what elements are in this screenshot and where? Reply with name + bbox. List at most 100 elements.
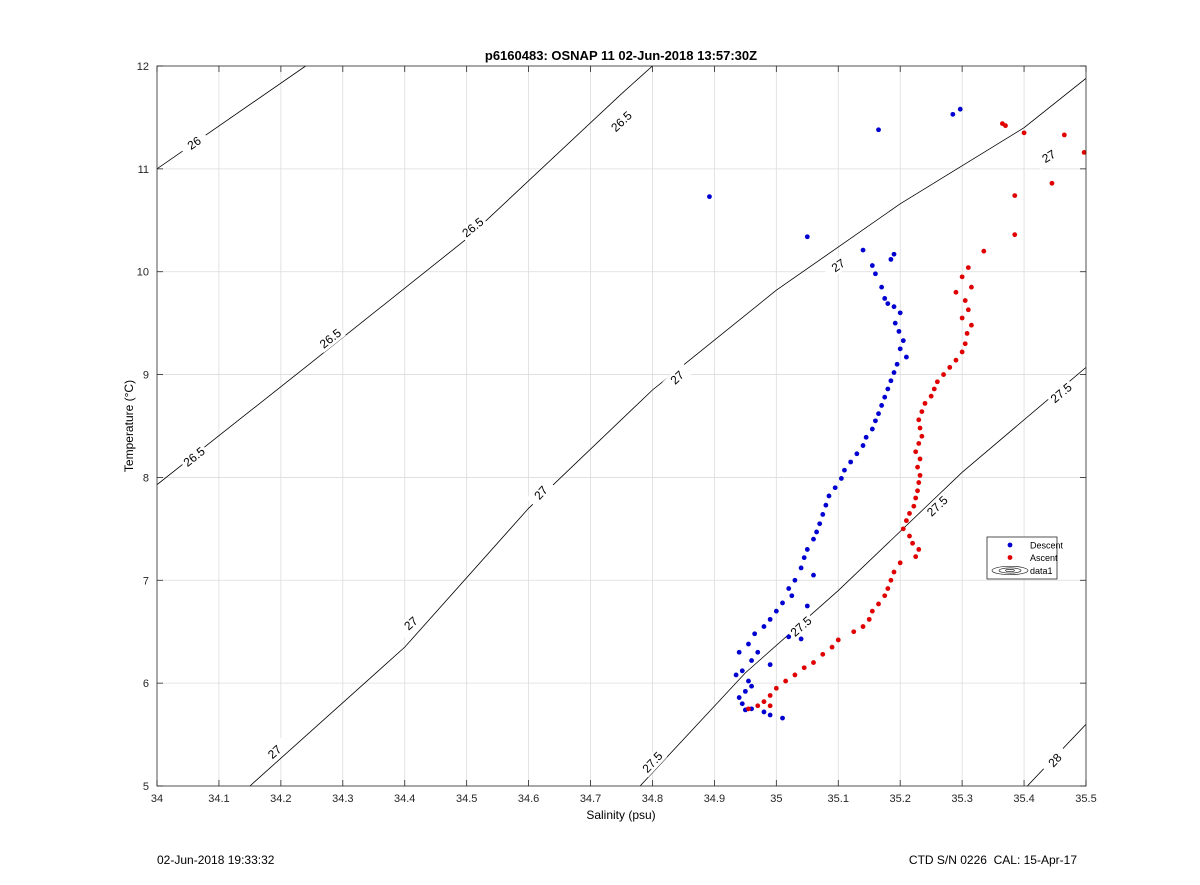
point-ascent <box>1021 130 1027 136</box>
point-ascent <box>913 495 919 501</box>
point-descent <box>832 485 838 491</box>
point-ascent <box>746 706 751 712</box>
y-axis-label: Temperature (°C) <box>122 380 136 472</box>
contour-label-bg <box>1040 745 1070 776</box>
point-descent <box>801 555 807 561</box>
point-descent <box>900 338 906 344</box>
point-ascent <box>915 464 920 470</box>
point-descent <box>860 443 866 448</box>
legend-label-data1: data1 <box>1030 566 1053 576</box>
point-ascent <box>965 307 971 313</box>
contour-label-bg <box>395 608 427 639</box>
point-descent <box>814 529 819 535</box>
contour-label-bg <box>315 324 346 353</box>
plot-background <box>157 66 1086 786</box>
point-ascent <box>1012 193 1018 199</box>
contour-label-bg <box>785 612 817 642</box>
contour-label-bg <box>259 737 290 767</box>
plot-frame <box>156 65 1087 787</box>
point-descent <box>780 715 785 721</box>
footer-ctd-info: CTD S/N 0226 CAL: 15-Apr-17 <box>908 853 1077 867</box>
point-descent <box>897 310 903 316</box>
point-ascent <box>910 540 915 546</box>
point-descent <box>888 378 894 384</box>
point-ascent <box>851 629 857 635</box>
x-tick-label: 34.3 <box>332 793 353 805</box>
point-descent <box>792 577 798 583</box>
point-ascent <box>882 593 888 599</box>
point-descent <box>736 649 742 655</box>
point-ascent <box>869 608 875 614</box>
contour-label-bg <box>526 477 556 508</box>
x-tick-label: 35 <box>770 793 782 805</box>
x-tick-label: 34.5 <box>456 793 477 805</box>
legend-marker-descent <box>1007 542 1013 548</box>
point-ascent <box>962 298 968 303</box>
contour-label-bg <box>457 213 489 242</box>
y-tick-label: 6 <box>143 678 149 690</box>
x-tick-label: 35.5 <box>1075 793 1096 805</box>
point-ascent <box>811 660 816 665</box>
point-descent <box>804 547 810 552</box>
point-descent <box>842 467 847 473</box>
legend-marker-ascent <box>1007 555 1013 560</box>
point-descent <box>903 354 909 360</box>
point-descent <box>891 304 897 310</box>
point-ascent <box>965 265 971 270</box>
point-ascent <box>835 637 841 643</box>
point-ascent <box>820 651 826 657</box>
point-descent <box>736 695 742 700</box>
point-descent <box>879 403 885 408</box>
point-ascent <box>928 393 934 399</box>
data-series <box>707 106 1087 721</box>
point-descent <box>897 346 903 352</box>
point-descent <box>749 658 754 663</box>
point-descent <box>873 271 878 277</box>
point-ascent <box>913 554 919 560</box>
point-descent <box>863 434 869 440</box>
point-ascent <box>761 699 767 705</box>
point-descent <box>873 418 878 424</box>
point-descent <box>742 688 748 694</box>
point-descent <box>891 251 897 257</box>
point-ascent <box>917 456 923 462</box>
contour-line-28 <box>1026 724 1086 786</box>
point-descent <box>804 603 810 609</box>
point-ascent <box>981 248 987 254</box>
contour-label-bg <box>822 251 854 280</box>
point-descent <box>885 386 891 392</box>
point-ascent <box>907 511 912 516</box>
point-descent <box>739 668 745 674</box>
point-descent <box>798 565 804 571</box>
y-tick-label: 8 <box>143 472 149 484</box>
point-descent <box>892 320 898 326</box>
x-tick-label: 35.3 <box>951 793 972 805</box>
point-ascent <box>916 441 922 446</box>
point-ascent <box>1061 132 1067 138</box>
point-ascent <box>767 703 773 709</box>
point-descent <box>761 624 767 629</box>
contour-label-group: 27 <box>259 737 290 767</box>
point-descent <box>767 712 773 718</box>
point-descent <box>811 536 816 542</box>
point-descent <box>755 649 761 655</box>
legend-box <box>986 536 1058 580</box>
contour-label-bg <box>1046 378 1077 408</box>
contour-label-group: 27 <box>395 608 427 639</box>
point-ascent <box>888 577 894 583</box>
point-descent <box>891 370 897 375</box>
point-descent <box>746 641 751 647</box>
contour-label-bg <box>178 442 210 472</box>
contour-label-bg <box>1033 143 1065 170</box>
point-ascent <box>919 433 925 439</box>
point-ascent <box>1003 123 1008 129</box>
point-descent <box>869 426 875 432</box>
point-ascent <box>913 449 919 455</box>
point-ascent <box>916 547 922 552</box>
point-descent <box>761 709 767 715</box>
legend: Descent Ascent data1 <box>986 536 1064 580</box>
point-ascent <box>959 349 965 355</box>
contour-label-bg <box>922 491 953 521</box>
x-tick-label: 34.4 <box>394 793 415 805</box>
point-descent <box>767 662 773 668</box>
